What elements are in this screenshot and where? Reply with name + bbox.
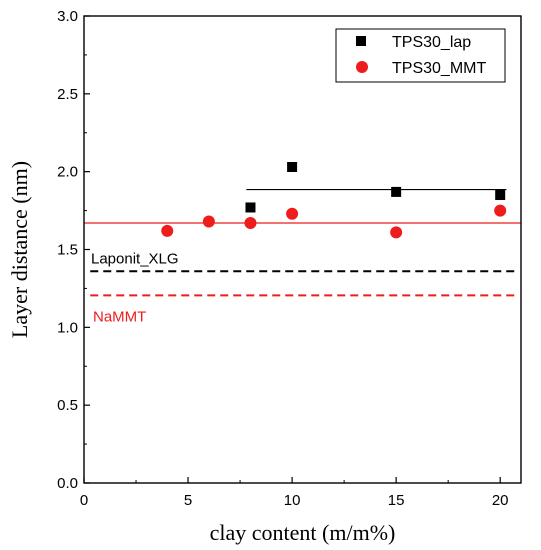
data-point-circle: [161, 224, 174, 237]
legend-marker-circle: [356, 61, 368, 73]
data-point-circle: [494, 204, 507, 217]
x-tick-label: 20: [492, 492, 509, 509]
data-point-circle: [202, 215, 215, 228]
x-axis-title: clay content (m/m%): [210, 520, 396, 545]
data-point-square: [287, 161, 298, 172]
y-tick-label: 1.5: [57, 242, 78, 259]
legend-marker-square: [356, 36, 366, 46]
y-tick-label: 0.5: [57, 397, 78, 414]
data-point-square: [495, 190, 506, 201]
y-tick-label: 2.5: [57, 86, 78, 103]
data-point-square: [391, 186, 402, 197]
y-tick-label: 3.0: [57, 8, 78, 25]
x-tick-label: 10: [284, 492, 301, 509]
data-point-square: [245, 202, 256, 213]
data-point-circle: [390, 226, 403, 239]
data-point-circle: [244, 217, 257, 230]
legend-label-tps30-mmt: TPS30_MMT: [392, 60, 486, 77]
x-tick-label: 0: [80, 492, 88, 509]
x-tick-label: 5: [184, 492, 192, 509]
reference-label-laponit: Laponit_XLG: [91, 250, 179, 267]
y-tick-label: 0.0: [57, 475, 78, 492]
x-tick-label: 15: [388, 492, 405, 509]
reference-label-nammt: NaMMT: [93, 308, 146, 325]
y-tick-label: 2.0: [57, 164, 78, 181]
y-tick-label: 1.0: [57, 319, 78, 336]
y-axis-title: Layer distance (nm): [7, 161, 32, 338]
legend-label-tps30-lap: TPS30_lap: [392, 34, 471, 51]
legend: TPS30_lap TPS30_MMT: [335, 28, 506, 83]
data-point-circle: [286, 207, 299, 220]
